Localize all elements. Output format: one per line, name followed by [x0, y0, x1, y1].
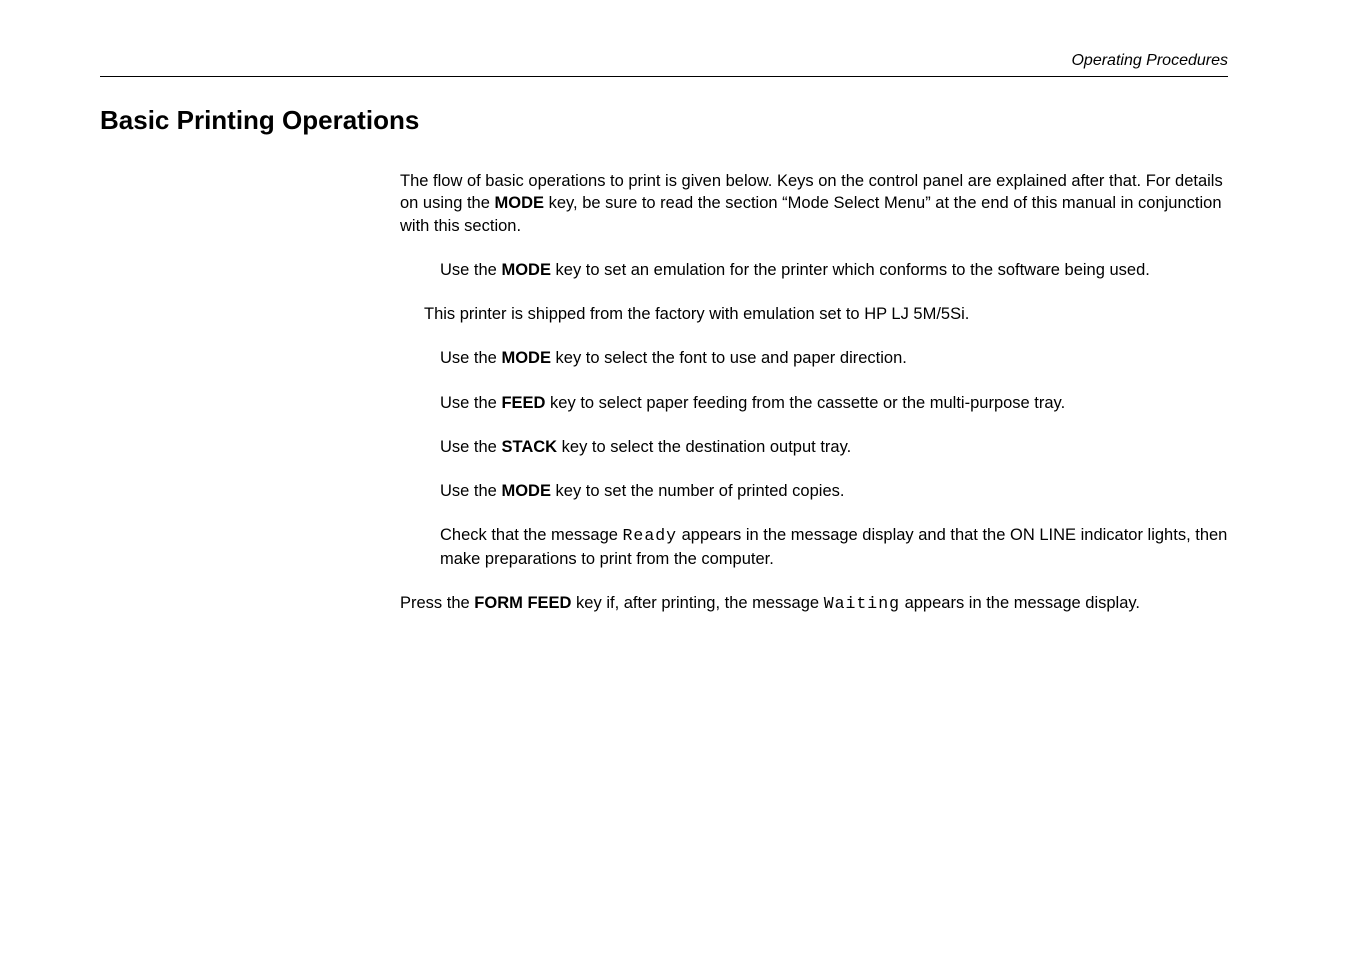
step2-pre: Use the [440, 349, 501, 367]
step-4: Use the STACK key to select the destinat… [440, 436, 1228, 458]
outro-msg: Waiting [824, 594, 900, 613]
running-head: Operating Procedures [100, 52, 1228, 70]
step-5: Use the MODE key to set the number of pr… [440, 480, 1228, 502]
factory-note: This printer is shipped from the factory… [424, 303, 1228, 325]
step4-pre: Use the [440, 438, 501, 456]
step6-msg: Ready [623, 526, 678, 545]
step4-key: STACK [501, 438, 557, 456]
step3-post: key to select paper feeding from the cas… [545, 394, 1065, 412]
outro-paragraph: Press the FORM FEED key if, after printi… [400, 592, 1228, 615]
intro-paragraph: The flow of basic operations to print is… [400, 170, 1228, 237]
page: Operating Procedures Basic Printing Oper… [0, 0, 1348, 954]
step1-key: MODE [501, 261, 551, 279]
step5-post: key to set the number of printed copies. [551, 482, 845, 500]
step3-key: FEED [501, 394, 545, 412]
step1-post: key to set an emulation for the printer … [551, 261, 1150, 279]
step-1: Use the MODE key to set an emulation for… [440, 259, 1228, 281]
step1-pre: Use the [440, 261, 501, 279]
body-column: The flow of basic operations to print is… [400, 170, 1228, 615]
step3-pre: Use the [440, 394, 501, 412]
outro-key: FORM FEED [474, 594, 571, 612]
step4-post: key to select the destination output tra… [557, 438, 851, 456]
header-rule [100, 76, 1228, 77]
step-2: Use the MODE key to select the font to u… [440, 347, 1228, 369]
step-6: Check that the message Ready appears in … [440, 524, 1228, 570]
step6-pre: Check that the message [440, 526, 623, 544]
step2-key: MODE [501, 349, 551, 367]
outro-post: appears in the message display. [900, 594, 1140, 612]
outro-mid: key if, after printing, the message [571, 594, 823, 612]
section-heading: Basic Printing Operations [100, 105, 1228, 136]
step2-post: key to select the font to use and paper … [551, 349, 907, 367]
intro-key: MODE [495, 194, 545, 212]
step5-pre: Use the [440, 482, 501, 500]
outro-pre: Press the [400, 594, 474, 612]
step5-key: MODE [501, 482, 551, 500]
step-3: Use the FEED key to select paper feeding… [440, 392, 1228, 414]
